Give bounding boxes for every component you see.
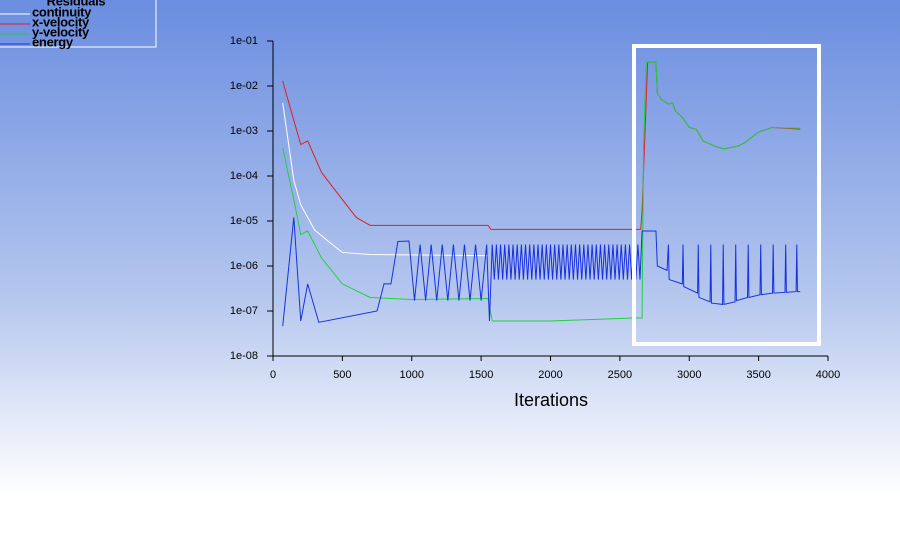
- legend-label: energy: [32, 34, 74, 49]
- y-tick-label: 1e-02: [230, 80, 258, 92]
- y-tick-label: 1e-08: [230, 350, 258, 362]
- x-tick-label: 1000: [400, 369, 424, 381]
- y-tick-label: 1e-01: [230, 35, 258, 47]
- y-tick-label: 1e-03: [230, 125, 258, 137]
- series-line: [282, 102, 489, 257]
- legend-label: x-velocity: [32, 14, 90, 29]
- y-tick-label: 1e-05: [230, 215, 258, 227]
- x-tick-label: 4000: [816, 369, 840, 381]
- y-tick-label: 1e-07: [230, 305, 258, 317]
- x-tick-label: 2000: [538, 369, 562, 381]
- legend-label: y-velocity: [32, 24, 90, 39]
- x-tick-label: 0: [270, 369, 276, 381]
- legend-label: continuity: [32, 4, 92, 19]
- series-line: [282, 217, 801, 327]
- legend-title: Residuals: [47, 0, 106, 8]
- y-tick-label: 1e-04: [230, 170, 258, 182]
- x-axis-label: Iterations: [514, 390, 588, 410]
- x-tick-label: 500: [333, 369, 351, 381]
- y-tick-label: 1e-06: [230, 260, 258, 272]
- series-line: [282, 61, 801, 322]
- x-tick-label: 2500: [608, 369, 632, 381]
- x-tick-label: 3500: [746, 369, 770, 381]
- legend-box: [0, 0, 157, 48]
- x-tick-label: 1500: [469, 369, 493, 381]
- highlight-box: [632, 44, 821, 346]
- x-tick-label: 3000: [677, 369, 701, 381]
